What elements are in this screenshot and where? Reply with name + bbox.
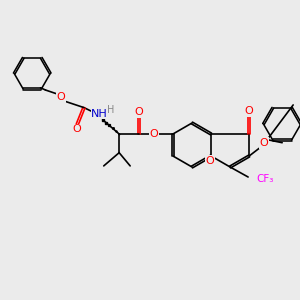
Text: O: O: [206, 156, 214, 166]
Text: O: O: [72, 124, 81, 134]
Text: CF₃: CF₃: [256, 174, 274, 184]
Text: NH: NH: [91, 109, 108, 119]
Text: O: O: [57, 92, 65, 102]
Text: O: O: [135, 107, 143, 117]
Text: O: O: [260, 138, 268, 148]
Text: H: H: [107, 105, 114, 115]
Text: O: O: [150, 129, 158, 139]
Text: O: O: [245, 106, 254, 116]
